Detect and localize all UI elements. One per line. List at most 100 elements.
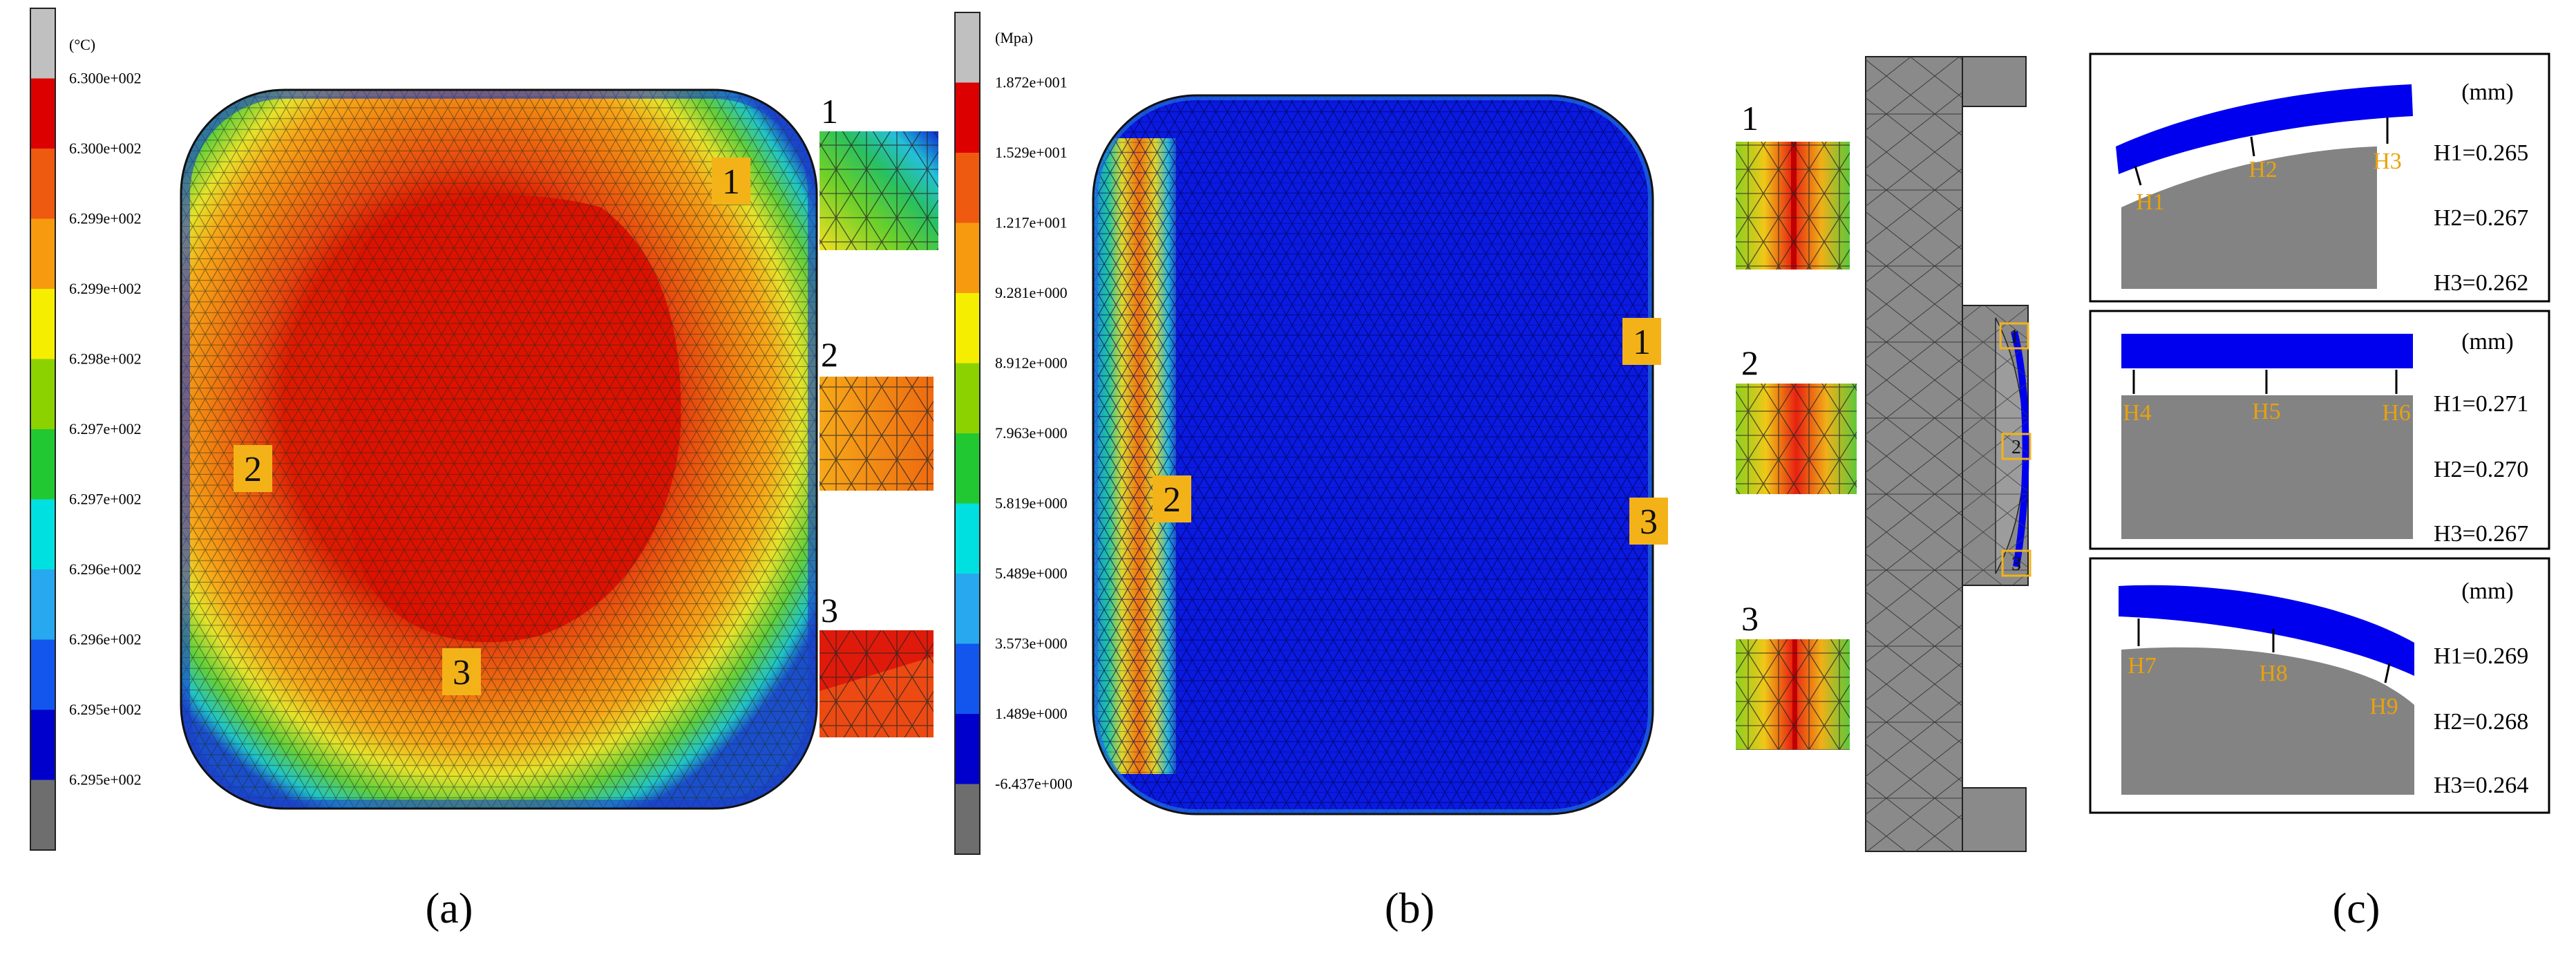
temperature-legend-tick-label: 6.298e+002: [69, 350, 142, 368]
gap-box-1: H1 H2 H3 (mm) H1=0.265 H2=0.267 H3=0.262: [2089, 53, 2550, 303]
svg-text:3: 3: [453, 653, 471, 692]
point-marker-a3: 3: [442, 648, 481, 695]
temperature-contour-plot: [180, 88, 818, 810]
gap-value: H1=0.265: [2434, 140, 2528, 166]
point-label: H2: [2248, 157, 2277, 182]
panel-a: (°C) 6.300e+002 6.300e+002 6.299e+002 6.299…: [30, 8, 938, 932]
legend-unit-stress: (Mpa): [995, 29, 1033, 46]
inset-label: 1: [821, 92, 838, 131]
temperature-legend-color-swatch: [30, 149, 55, 219]
point-label: H4: [2123, 400, 2152, 426]
inset-label: 3: [1741, 599, 1759, 638]
temperature-legend-colorbar-frame: [30, 8, 56, 851]
panel-b: (Mpa) 1.872e+001 1.529e+001 1.217e+001 9.28…: [954, 12, 2032, 932]
stress-legend-color-swatch: [955, 82, 980, 153]
gap-value: H2=0.268: [2434, 709, 2528, 735]
svg-text:2: 2: [1163, 480, 1181, 520]
temperature-legend-color-swatch: [30, 710, 55, 780]
temperature-legend-tick-label: 6.296e+002: [69, 560, 142, 578]
gap-value: H1=0.271: [2434, 391, 2528, 417]
unit-label: (mm): [2461, 578, 2514, 604]
caption-c: (c): [2333, 885, 2380, 932]
stress-legend-tick-label: 5.489e+000: [995, 565, 1068, 582]
point-label: H8: [2259, 661, 2288, 686]
temperature-legend-color-swatch: [30, 780, 55, 851]
inset-a2: 2: [820, 335, 934, 491]
temperature-legend-color-swatch: [30, 8, 55, 79]
stress-legend-color-swatch: [955, 503, 980, 574]
mold-surface: [2121, 647, 2414, 795]
mold-cross-section: [1865, 56, 2029, 852]
point-marker-b3: 3: [1629, 498, 1668, 545]
temperature-legend-color-swatch: [30, 429, 55, 500]
point-label: H6: [2382, 400, 2411, 426]
stress-legend: (Mpa) 1.872e+001 1.529e+001 1.217e+001 9.28…: [954, 12, 1072, 855]
glass-sheet: [2121, 334, 2413, 368]
panel-c: H1 H2 H3 (mm) H1=0.265 H2=0.267 H3=0.262…: [2089, 53, 2550, 932]
temperature-legend-color-swatch: [30, 569, 55, 640]
inset-label: 2: [1741, 343, 1759, 382]
point-marker-a1: 1: [712, 158, 750, 205]
stress-legend-tick-label: 5.819e+000: [995, 495, 1068, 512]
svg-text:3: 3: [1640, 502, 1658, 542]
stress-legend-tick-label: 1.489e+000: [995, 705, 1068, 722]
inset-b1: 1: [1736, 99, 1850, 270]
gap-value: H2=0.270: [2434, 457, 2528, 482]
stress-legend-tick-label: 3.573e+000: [995, 635, 1068, 652]
inset-a1: 1: [820, 92, 938, 250]
inset-b3: 3: [1736, 599, 1850, 750]
point-label: H3: [2373, 149, 2402, 174]
inset-b2: 2: [1736, 343, 1857, 494]
temperature-legend-tick-label: 6.300e+002: [69, 70, 142, 87]
temperature-legend-tick-label: 6.297e+002: [69, 491, 142, 508]
point-label: H7: [2128, 653, 2157, 679]
temperature-legend-color-swatch: [30, 639, 55, 710]
stress-legend-tick-label: 1.529e+001: [995, 144, 1068, 161]
svg-text:3: 3: [2011, 554, 2021, 575]
svg-text:2: 2: [2011, 437, 2021, 458]
temperature-legend-color-swatch: [30, 218, 55, 290]
stress-legend-color-swatch: [955, 643, 980, 715]
gap-arrows: [2132, 370, 2398, 394]
svg-text:1: 1: [1633, 323, 1651, 362]
stress-legend-color-swatch: [955, 784, 980, 855]
stress-legend-color-swatch: [955, 574, 980, 644]
unit-label: (mm): [2461, 329, 2514, 355]
mold-surface: [2121, 147, 2377, 289]
temperature-legend-tick-label: 6.300e+002: [69, 140, 142, 157]
glass-sheet: [2119, 585, 2414, 676]
temperature-legend-tick-label: 6.299e+002: [69, 280, 142, 297]
stress-legend-color-swatch: [955, 363, 980, 434]
section-marker-2: 2: [2001, 433, 2032, 460]
temperature-legend-tick-label: 6.296e+002: [69, 631, 142, 648]
stress-legend-color-swatch: [955, 223, 980, 294]
stress-legend-color-swatch: [955, 153, 980, 223]
gap-box-3: H7 H8 H9 (mm) H1=0.269 H2=0.268 H3=0.264: [2089, 557, 2550, 814]
caption-b: (b): [1385, 885, 1434, 932]
temperature-legend-color-swatch: [30, 359, 55, 430]
temperature-legend-tick-label: 6.299e+002: [69, 210, 142, 227]
temperature-legend-tick-label: 6.295e+002: [69, 771, 142, 789]
fe-mesh-overlay: [1093, 95, 1653, 814]
temperature-legend-color-swatch: [30, 78, 55, 149]
inset-label: 3: [821, 591, 838, 630]
legend-unit-temperature: (°C): [69, 36, 95, 53]
stress-legend-color-swatch: [955, 12, 980, 83]
temperature-legend: (°C) 6.300e+002 6.300e+002 6.299e+002 6.299…: [30, 8, 142, 851]
stress-legend-color-swatch: [955, 433, 980, 504]
gap-value: H3=0.267: [2434, 521, 2528, 547]
gap-value: H1=0.269: [2434, 643, 2528, 669]
stress-contour-plot: [1092, 94, 1654, 815]
point-label: H9: [2369, 694, 2398, 719]
gap-value: H2=0.267: [2434, 205, 2528, 231]
stress-legend-color-swatch: [955, 293, 980, 364]
point-marker-a2: 2: [234, 445, 272, 492]
stress-legend-colorbar-frame: [954, 12, 981, 855]
stress-legend-tick-label: -6.437e+000: [995, 775, 1072, 793]
stress-legend-tick-label: 1.217e+001: [995, 214, 1068, 232]
section-marker-1: 1: [1999, 322, 2029, 350]
gap-arrows: [2134, 117, 2389, 186]
svg-text:1: 1: [2009, 326, 2019, 348]
inset-a3: 3: [820, 591, 934, 737]
